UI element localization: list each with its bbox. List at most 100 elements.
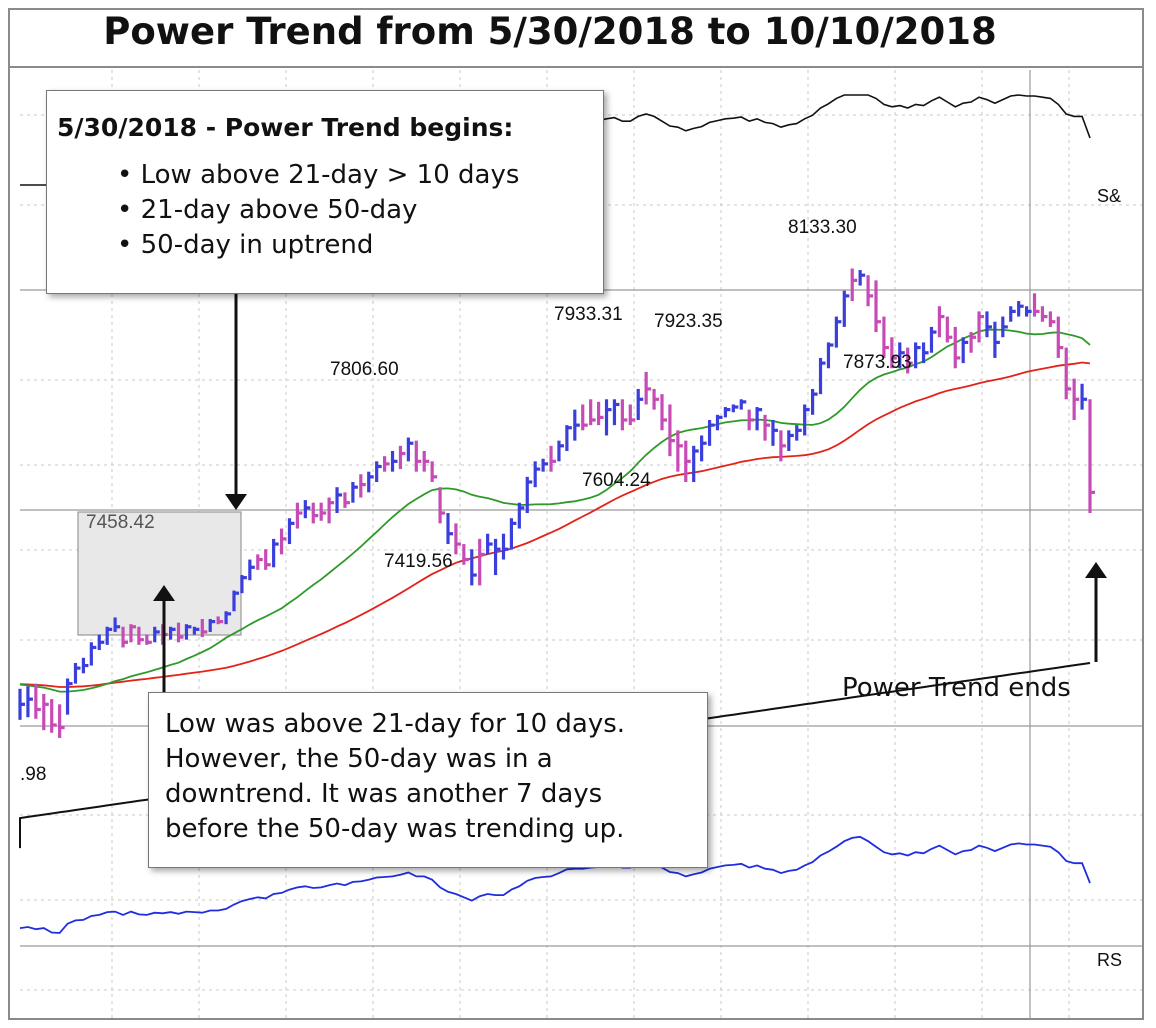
arrow-head [153,585,175,601]
price-bar [462,544,469,565]
price-bar [176,622,184,643]
price-bar [34,683,41,719]
price-bar [953,326,961,369]
price-bar [818,357,826,395]
price-bar [723,407,731,418]
price-bar [1032,293,1040,317]
price-bar [549,445,557,472]
price-bar [295,502,303,529]
price-bar [1017,301,1024,317]
price-bar [351,482,358,503]
price-bar [438,487,446,524]
price-bar [684,440,691,483]
price-bar [50,699,57,733]
price-bar [795,425,802,441]
price-bar [731,404,739,413]
price-bar [700,435,707,462]
price-annotation: 7458.42 [86,512,155,533]
price-annotation: 7933.31 [554,304,623,325]
arrow-trend-ends [1085,562,1107,662]
callout-heading: 5/30/2018 - Power Trend begins: [57,113,514,142]
price-bar [248,559,255,581]
price-bar [145,634,152,645]
criteria-item: Low above 21-day > 10 days [117,158,603,193]
price-bar [866,275,874,307]
price-annotation: 7923.35 [654,311,723,332]
price-bar [470,549,477,586]
price-bar [1064,347,1072,400]
price-bar [256,554,263,570]
price-bar [914,342,921,369]
price-bar [1056,316,1064,358]
price-bar [747,409,755,431]
price-bar [525,476,533,514]
price-bar [327,497,335,524]
price-bar [422,450,430,472]
price-bar [414,440,422,472]
criteria-item: 21-day above 50-day [117,193,603,228]
price-bar [1009,306,1016,322]
price-bar [1048,311,1056,327]
price-bar [898,342,905,369]
price-bar [216,616,224,625]
price-bar [168,626,176,640]
price-bar [589,399,596,426]
price-bar [454,523,461,555]
price-bar [842,290,850,327]
price-bar [763,414,771,441]
ma21-line [19,328,1091,693]
arrow-trend-begins [225,294,247,510]
price-bar [652,388,660,410]
price-bar [1080,383,1088,410]
ma200-partial-label: .98 [20,764,46,785]
price-bar [612,399,620,426]
price-bar [279,528,287,555]
price-bar [287,518,295,545]
note-line: Low was above 21-day for 10 days. [165,709,626,739]
price-bar [921,342,929,364]
price-bar [985,311,992,338]
price-bars [18,268,1095,738]
price-bar [961,337,969,364]
price-bar [739,399,747,410]
chart-title: Power Trend from 5/30/2018 to 10/10/2018 [103,10,997,53]
price-bar [129,624,136,643]
criteria-list: Low above 21-day > 10 days 21-day above … [57,158,603,263]
price-annotation: 7806.60 [330,359,399,380]
price-bar [676,430,683,472]
note-line: before the 50-day was trending up. [165,814,625,844]
price-labels: S&RS .98 7458.42 7806.60 7419.56 7933.31 7923.… [20,186,1122,970]
price-bar [343,492,350,508]
price-bar [153,626,160,643]
price-bar [1024,306,1032,317]
price-bar [874,280,881,333]
price-bar [692,445,699,483]
price-bar [636,388,644,420]
price-bar [367,471,374,493]
rs-line [19,835,1091,934]
price-bar [89,642,97,666]
price-bar [42,693,49,731]
price-bar [382,456,390,472]
annotation-arrows [153,294,1107,694]
price-bar [810,388,818,415]
price-bar [81,657,89,674]
price-bar [58,704,65,738]
price-bar [755,407,763,431]
price-annotation: 7604.24 [582,470,651,491]
price-bar [26,686,33,718]
price-bar [375,461,382,483]
price-bar [668,404,675,457]
callout-trend-begins: 5/30/2018 - Power Trend begins: Low abov… [46,90,604,294]
sp500-label: S& [1097,186,1121,206]
price-bar [137,626,144,645]
price-bar [1088,399,1095,514]
price-bar [850,268,858,302]
price-bar [446,513,453,545]
price-bar [906,347,913,374]
note-line: downtrend. It was another 7 days [165,779,603,809]
arrow-head [225,494,247,510]
price-bar [945,316,953,343]
price-bar [192,626,200,635]
criteria-item: 50-day in uptrend [117,228,603,263]
